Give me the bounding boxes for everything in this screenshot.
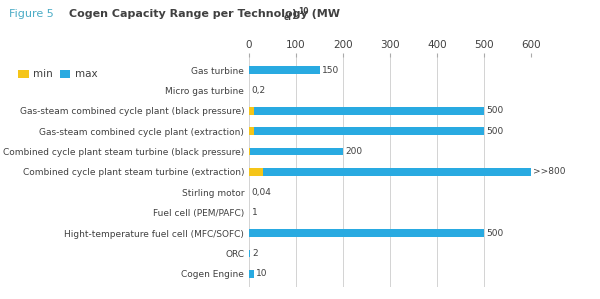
Bar xyxy=(249,168,263,176)
Bar xyxy=(249,107,254,115)
Text: 200: 200 xyxy=(346,147,362,156)
Bar xyxy=(249,148,343,155)
Legend: min, max: min, max xyxy=(14,65,101,83)
Bar xyxy=(249,107,484,115)
Bar xyxy=(249,270,254,278)
Text: 10: 10 xyxy=(298,7,309,16)
Bar xyxy=(249,127,484,135)
Text: 500: 500 xyxy=(487,228,503,237)
Text: Cogen Capacity Range per Technology (MW: Cogen Capacity Range per Technology (MW xyxy=(69,9,340,19)
Text: 2: 2 xyxy=(252,249,258,258)
Text: >>800: >>800 xyxy=(533,167,566,176)
Bar xyxy=(249,229,484,237)
Bar xyxy=(249,127,254,135)
Bar xyxy=(249,66,320,74)
Text: 0,04: 0,04 xyxy=(251,188,271,197)
Text: ): ) xyxy=(291,9,296,19)
Text: 10: 10 xyxy=(256,269,268,278)
Text: 500: 500 xyxy=(487,106,503,115)
Text: el: el xyxy=(284,13,292,22)
Text: 150: 150 xyxy=(322,65,339,74)
Text: 0,2: 0,2 xyxy=(251,86,266,95)
Bar xyxy=(249,148,250,155)
Text: 1: 1 xyxy=(252,208,257,217)
Text: 500: 500 xyxy=(487,127,503,136)
Bar xyxy=(249,168,531,176)
Text: Figure 5: Figure 5 xyxy=(9,9,54,19)
Bar xyxy=(249,250,250,257)
